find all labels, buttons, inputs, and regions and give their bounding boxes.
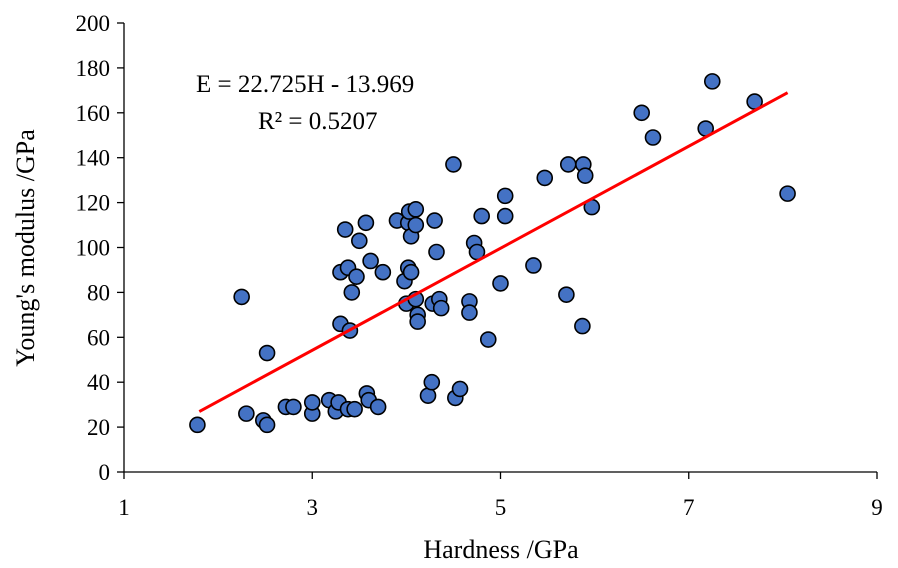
data-point xyxy=(426,212,443,229)
data-point xyxy=(492,275,509,292)
x-tick-label: 7 xyxy=(683,495,695,520)
data-point xyxy=(346,400,363,418)
y-tick-label: 80 xyxy=(87,280,110,305)
y-tick-label: 20 xyxy=(87,415,110,440)
data-point xyxy=(374,263,392,281)
y-tick-label: 160 xyxy=(76,101,111,126)
data-point xyxy=(576,167,594,184)
data-point xyxy=(479,331,497,348)
data-point xyxy=(238,405,255,422)
data-point xyxy=(343,284,361,301)
y-tick-label: 60 xyxy=(87,325,110,350)
data-point xyxy=(703,73,721,90)
x-axis-ticks: 1 3 5 7 9 xyxy=(118,472,883,520)
data-point xyxy=(402,263,420,281)
data-point xyxy=(525,257,542,274)
data-point xyxy=(779,185,796,202)
y-tick-label: 200 xyxy=(76,11,111,36)
trendline xyxy=(198,91,789,413)
x-tick-label: 9 xyxy=(871,495,883,520)
data-point xyxy=(189,416,206,434)
data-point xyxy=(407,216,425,234)
data-point xyxy=(445,156,462,173)
data-point xyxy=(233,288,250,306)
data-point xyxy=(409,313,426,330)
data-point xyxy=(536,169,554,187)
data-point xyxy=(428,243,445,261)
data-point xyxy=(559,156,577,173)
x-tick-label: 5 xyxy=(495,495,507,520)
data-point xyxy=(336,221,354,238)
data-point xyxy=(369,398,387,416)
y-tick-label: 120 xyxy=(76,191,111,216)
data-point xyxy=(432,299,450,317)
y-tick-label: 0 xyxy=(99,460,111,485)
data-point xyxy=(496,187,514,205)
y-axis-title: Young's modulus /GPa xyxy=(11,129,40,367)
data-point xyxy=(473,207,490,225)
y-tick-label: 140 xyxy=(76,146,111,171)
data-point xyxy=(351,232,368,250)
data-point xyxy=(362,252,379,270)
data-point xyxy=(633,104,650,122)
data-point xyxy=(407,201,425,218)
data-point xyxy=(644,129,662,146)
data-point xyxy=(451,380,469,398)
y-tick-label: 100 xyxy=(76,236,111,261)
r-squared-annotation: R² = 0.5207 xyxy=(258,108,378,135)
data-points xyxy=(189,73,796,434)
data-point xyxy=(558,286,575,303)
data-point xyxy=(357,214,375,232)
plot-area: 1 3 5 7 9 0 20 40 60 80 100 120 140 160 180 200 xyxy=(76,11,883,520)
data-point xyxy=(303,394,321,411)
y-axis-ticks: 0 20 40 60 80 100 120 140 160 180 200 xyxy=(76,11,124,485)
data-point xyxy=(348,268,365,285)
data-point xyxy=(496,207,514,225)
y-tick-label: 40 xyxy=(87,370,110,395)
y-tick-label: 180 xyxy=(76,56,111,81)
data-point xyxy=(574,317,591,335)
data-point xyxy=(461,304,478,321)
data-point xyxy=(285,398,302,416)
x-tick-label: 1 xyxy=(118,495,130,520)
equation-annotation: E = 22.725H - 13.969 xyxy=(196,71,414,98)
x-axis-title: Hardness /GPa xyxy=(423,535,579,564)
data-point xyxy=(419,387,437,404)
x-tick-label: 3 xyxy=(307,495,319,520)
data-point xyxy=(258,416,276,434)
data-point xyxy=(258,344,276,362)
data-point xyxy=(423,373,441,391)
